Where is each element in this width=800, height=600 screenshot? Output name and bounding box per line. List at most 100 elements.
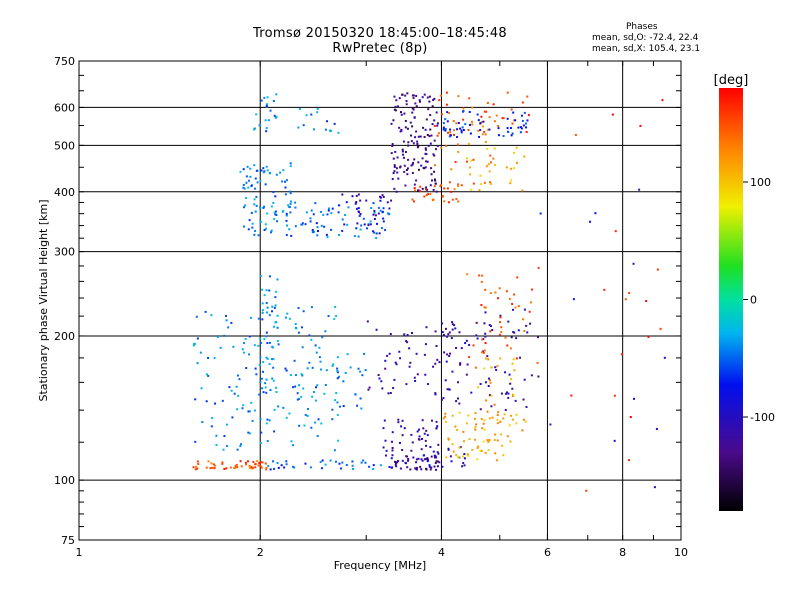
data-point bbox=[417, 168, 420, 171]
data-point bbox=[420, 458, 423, 461]
data-point bbox=[415, 458, 418, 461]
data-point bbox=[259, 179, 262, 182]
data-point bbox=[457, 95, 460, 98]
data-point bbox=[465, 157, 468, 160]
data-point bbox=[265, 104, 268, 107]
data-point bbox=[409, 361, 412, 364]
data-point bbox=[390, 457, 393, 460]
data-point bbox=[421, 459, 424, 462]
data-point bbox=[412, 94, 415, 97]
data-point bbox=[314, 421, 317, 424]
data-point bbox=[298, 397, 301, 400]
data-point bbox=[663, 356, 666, 359]
data-point bbox=[451, 321, 454, 324]
data-point bbox=[259, 220, 262, 223]
data-point bbox=[372, 213, 375, 216]
data-point bbox=[496, 414, 499, 417]
data-point bbox=[452, 450, 455, 453]
data-point bbox=[484, 357, 487, 360]
data-point bbox=[260, 387, 263, 390]
colorbar-label: [deg] bbox=[714, 73, 749, 88]
data-point bbox=[495, 368, 498, 371]
data-point bbox=[391, 178, 394, 181]
phases-o-stats: mean, sd,O: -72.4, 22.4 bbox=[592, 33, 699, 43]
data-point bbox=[500, 433, 503, 436]
data-point bbox=[431, 123, 434, 126]
data-point bbox=[363, 223, 366, 226]
data-point bbox=[296, 392, 299, 395]
data-point bbox=[453, 188, 456, 191]
data-point bbox=[297, 126, 300, 129]
data-point bbox=[396, 156, 399, 159]
data-point bbox=[457, 183, 460, 186]
data-point bbox=[338, 405, 341, 408]
data-point bbox=[436, 425, 439, 428]
data-point bbox=[377, 212, 380, 215]
data-point bbox=[284, 193, 287, 196]
data-point bbox=[455, 197, 458, 200]
data-point bbox=[366, 320, 369, 323]
data-point bbox=[259, 275, 262, 278]
data-point bbox=[246, 460, 249, 463]
data-point bbox=[483, 130, 486, 133]
data-point bbox=[488, 439, 491, 442]
data-point bbox=[468, 343, 471, 346]
data-point bbox=[510, 414, 513, 417]
data-point bbox=[265, 335, 268, 338]
data-point bbox=[260, 99, 263, 102]
data-point bbox=[495, 114, 498, 117]
data-point bbox=[430, 455, 433, 458]
data-point bbox=[323, 225, 326, 228]
y-tick-label: 500 bbox=[54, 139, 75, 152]
data-point bbox=[298, 384, 301, 387]
data-point bbox=[234, 464, 237, 467]
data-point bbox=[514, 306, 517, 309]
data-point bbox=[415, 461, 418, 464]
data-point bbox=[273, 211, 276, 214]
data-point bbox=[394, 105, 397, 108]
data-point bbox=[410, 164, 413, 167]
data-point bbox=[466, 273, 469, 276]
data-point bbox=[433, 97, 436, 100]
data-point bbox=[536, 361, 539, 364]
data-point bbox=[355, 207, 358, 210]
data-point bbox=[523, 308, 526, 311]
data-point bbox=[236, 448, 239, 451]
data-point bbox=[474, 426, 477, 429]
data-point bbox=[443, 187, 446, 190]
data-point bbox=[502, 454, 505, 457]
data-point bbox=[476, 113, 479, 116]
data-point bbox=[537, 266, 540, 269]
data-point bbox=[393, 108, 396, 111]
data-point bbox=[506, 344, 509, 347]
data-point bbox=[209, 467, 212, 470]
data-point bbox=[355, 194, 358, 197]
data-point bbox=[415, 95, 418, 98]
data-point bbox=[200, 387, 203, 390]
data-point bbox=[487, 358, 490, 361]
data-point bbox=[444, 327, 447, 330]
data-point bbox=[333, 317, 336, 320]
data-point bbox=[285, 179, 288, 182]
data-point bbox=[510, 167, 513, 170]
data-point bbox=[427, 383, 430, 386]
data-point bbox=[459, 362, 462, 365]
data-point bbox=[411, 172, 414, 175]
data-point bbox=[381, 227, 384, 230]
data-point bbox=[529, 301, 532, 304]
phases-x-stats: mean, sd,X: 105.4, 23.1 bbox=[592, 44, 701, 54]
data-point bbox=[477, 445, 480, 448]
data-point bbox=[270, 358, 273, 361]
data-point bbox=[414, 189, 417, 192]
data-point bbox=[394, 460, 397, 463]
data-point bbox=[400, 128, 403, 131]
data-point bbox=[388, 213, 391, 216]
data-point bbox=[293, 359, 296, 362]
data-point bbox=[391, 454, 394, 457]
data-point bbox=[338, 233, 341, 236]
data-point bbox=[359, 397, 362, 400]
data-point bbox=[273, 408, 276, 411]
data-point bbox=[259, 417, 262, 420]
data-point bbox=[484, 306, 487, 309]
data-point bbox=[656, 268, 659, 271]
